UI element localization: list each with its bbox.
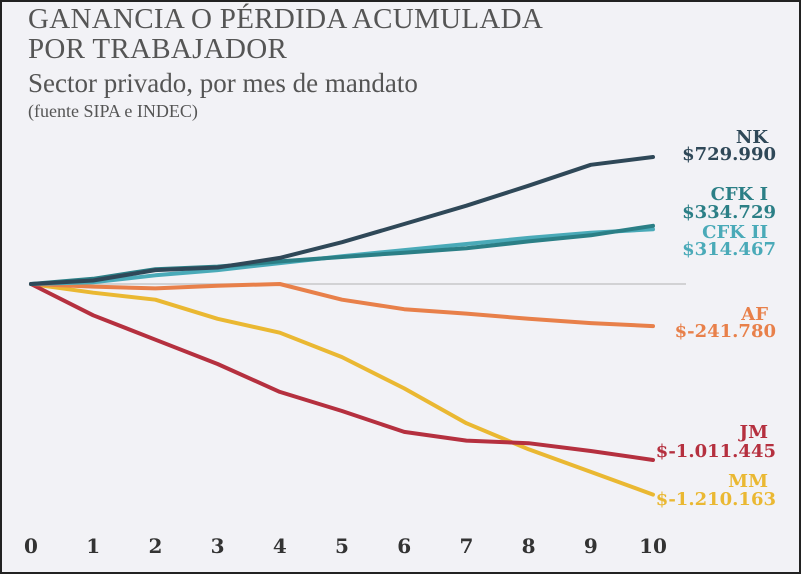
x-tick-label: 10 [639,534,667,558]
series-line-af [29,282,655,329]
title-line-2: POR TRABAJADOR [28,33,288,65]
series-name-label-cfk-i: CFK I [711,184,768,205]
series-value-label-jm: $-1.011.445 [656,441,776,462]
series-name-label-af: AF [740,304,768,325]
series-value-label-nk: $729.990 [682,144,776,165]
x-tick-label: 7 [459,534,473,558]
x-tick-label: 0 [24,534,38,558]
series-name-label-mm: MM [728,471,768,492]
x-tick-label: 5 [335,534,349,558]
x-tick-label: 8 [522,534,536,558]
series-name-label-cfk-ii: CFK II [702,222,768,243]
series-line-jm [29,282,655,462]
x-tick-label: 2 [148,534,162,558]
title-line-1: GANANCIA O PÉRDIDA ACUMULADA [28,3,544,35]
chart-title: GANANCIA O PÉRDIDA ACUMULADA POR TRABAJA… [28,4,543,64]
series-value-label-af: $-241.780 [675,321,776,342]
x-tick-label: 1 [86,534,100,558]
series-value-label-mm: $-1.210.163 [656,489,776,510]
series-name-label-nk: NK [736,127,769,148]
series-value-label-cfk-i: $334.729 [682,202,776,223]
series-line-mm [29,282,655,497]
x-tick-label: 6 [397,534,411,558]
chart-source: (fuente SIPA e INDEC) [28,101,198,121]
series-value-label-cfk-ii: $314.467 [682,239,776,260]
x-tick-label: 3 [211,534,225,558]
x-tick-label: 9 [584,534,598,558]
series-name-label-jm: JM [738,422,769,443]
x-tick-label: 4 [273,534,287,558]
chart-subtitle: Sector privado, por mes de mandato [28,68,418,98]
series-line-nk [29,155,655,286]
